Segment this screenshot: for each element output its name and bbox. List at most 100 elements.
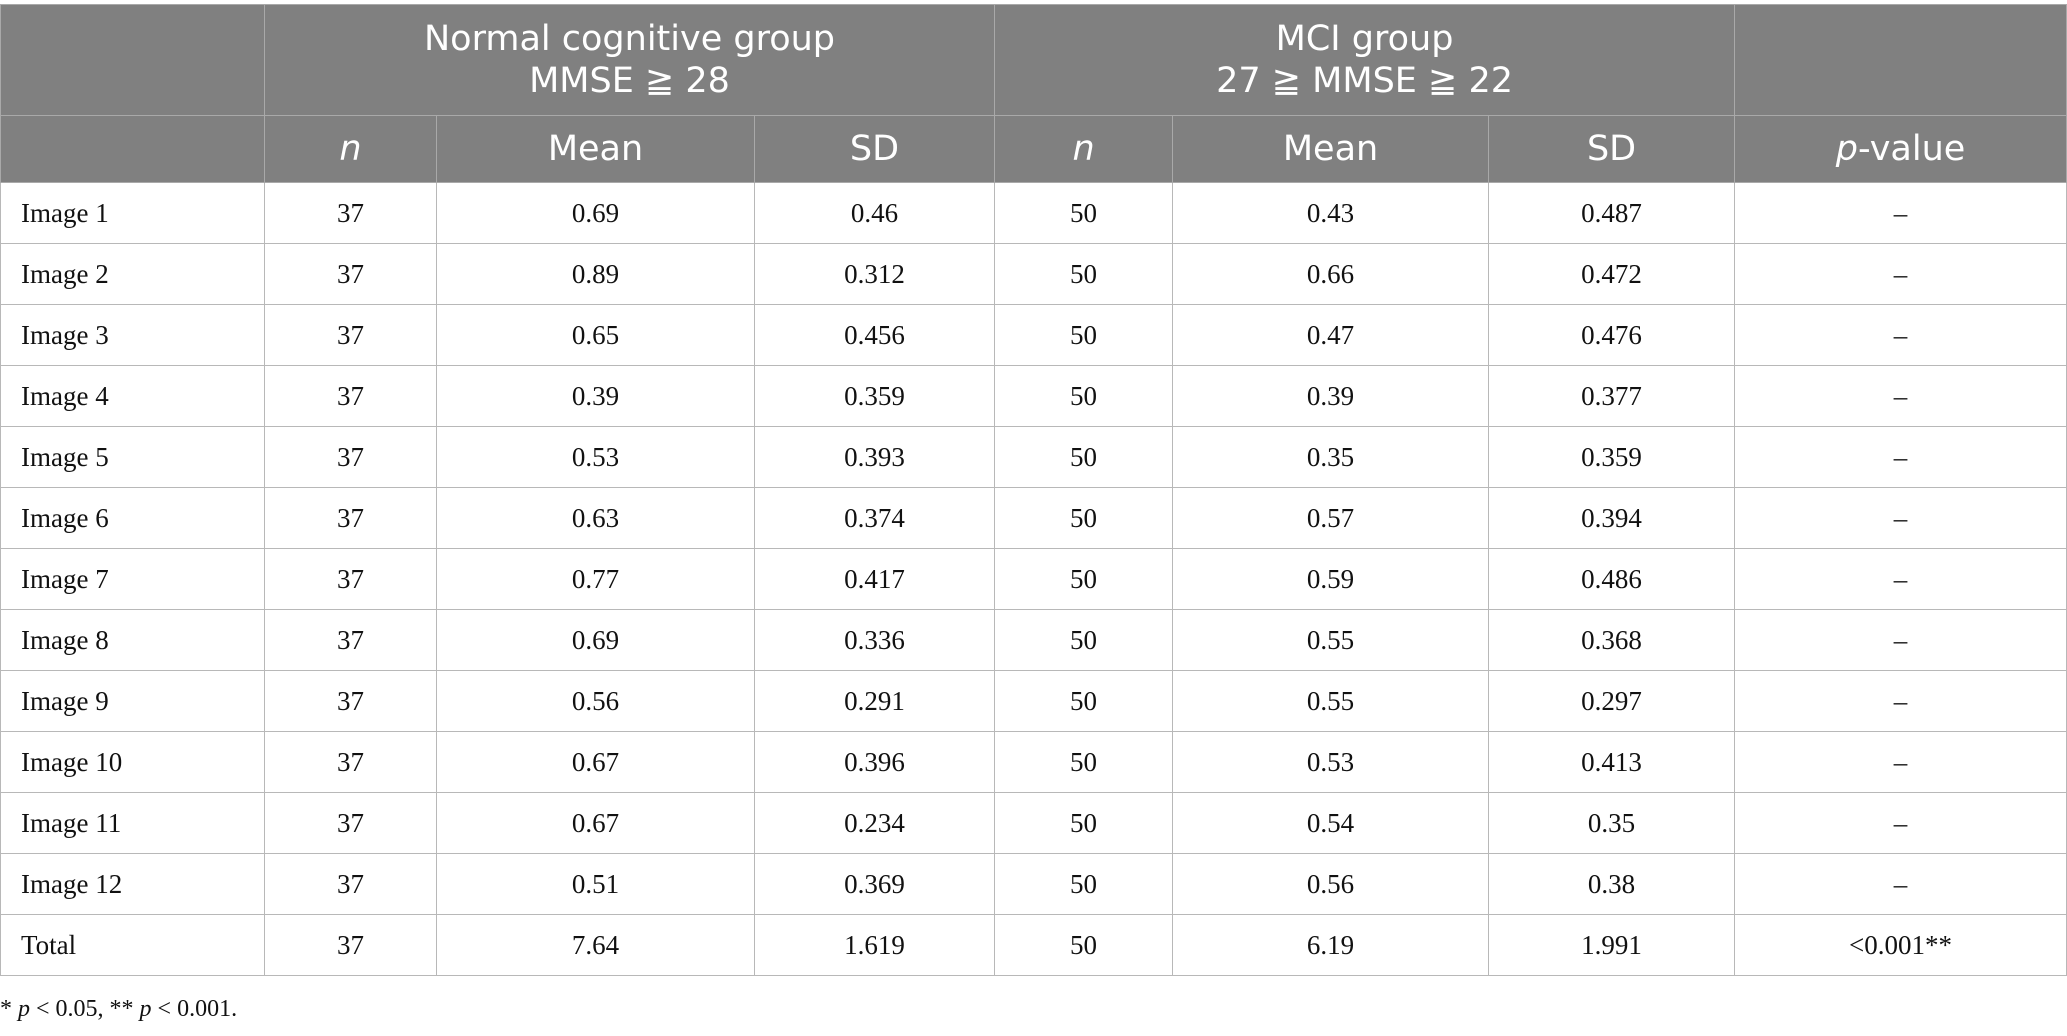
column-header-n-mci-text: n bbox=[1072, 129, 1095, 169]
table-row: Image 1 37 0.69 0.46 50 0.43 0.487– bbox=[0, 182, 2067, 244]
cell-sd-normal: 0.396 bbox=[753, 731, 996, 793]
cell-n-normal: 37 bbox=[264, 365, 437, 427]
cell-n-normal: 37 bbox=[264, 853, 437, 915]
cell-n-normal: 37 bbox=[264, 731, 437, 793]
cell-sd-mci: 0.413 bbox=[1488, 731, 1736, 793]
cell-mean-normal: 0.39 bbox=[436, 365, 755, 427]
cell-p-value: – bbox=[1734, 853, 2067, 915]
table-row: Image 7 37 0.77 0.417 50 0.59 0.486– bbox=[0, 548, 2067, 610]
cell-n-mci: 50 bbox=[994, 487, 1174, 549]
column-header-mean-mci: Mean bbox=[1172, 115, 1490, 183]
cell-sd-mci: 0.487 bbox=[1488, 182, 1736, 244]
cell-mean-normal: 0.53 bbox=[436, 426, 755, 488]
cell-n-normal: 37 bbox=[264, 548, 437, 610]
group-header-mci-criteria: 27 ≧ MMSE ≧ 22 bbox=[1216, 61, 1514, 101]
cell-sd-normal: 0.234 bbox=[753, 792, 996, 854]
column-header-mean-mci-text: Mean bbox=[1282, 129, 1379, 169]
column-header-n-mci: n bbox=[994, 115, 1174, 183]
column-header-n-normal-text: n bbox=[339, 129, 362, 169]
cell-sd-normal: 1.619 bbox=[753, 914, 996, 976]
cell-mean-mci: 0.56 bbox=[1172, 853, 1490, 915]
cell-p-value: – bbox=[1734, 182, 2067, 244]
table-row: Image 11 37 0.67 0.234 50 0.54 0.35– bbox=[0, 792, 2067, 854]
cell-mean-mci: 6.19 bbox=[1172, 914, 1490, 976]
column-header-p-italic: p bbox=[1835, 129, 1858, 169]
cell-mean-mci: 0.54 bbox=[1172, 792, 1490, 854]
cell-mean-mci: 0.53 bbox=[1172, 731, 1490, 793]
cell-p-value: – bbox=[1734, 792, 2067, 854]
cell-row-label: Image 8 bbox=[0, 609, 265, 671]
cell-p-value: – bbox=[1734, 731, 2067, 793]
footnote-text2: < 0.001. bbox=[151, 996, 238, 1022]
column-header-n-normal: n bbox=[264, 115, 437, 183]
cell-mean-mci: 0.55 bbox=[1172, 609, 1490, 671]
cell-n-normal: 37 bbox=[264, 304, 437, 366]
cell-sd-mci: 0.476 bbox=[1488, 304, 1736, 366]
column-header-sd-mci-text: SD bbox=[1586, 129, 1637, 169]
cell-sd-normal: 0.369 bbox=[753, 853, 996, 915]
cell-row-label: Image 2 bbox=[0, 243, 265, 305]
cell-mean-mci: 0.47 bbox=[1172, 304, 1490, 366]
cell-mean-mci: 0.57 bbox=[1172, 487, 1490, 549]
table-footnote: * p < 0.05, ** p < 0.001. bbox=[0, 996, 237, 1023]
table-row: Image 9 37 0.56 0.291 50 0.55 0.297– bbox=[0, 670, 2067, 732]
cell-sd-mci: 0.297 bbox=[1488, 670, 1736, 732]
column-header-row: n Mean SD n Mean SD p-value bbox=[0, 115, 2067, 183]
group-header-mci: MCI group 27 ≧ MMSE ≧ 22 bbox=[994, 4, 1736, 116]
table-row: Image 3 37 0.65 0.456 50 0.47 0.476– bbox=[0, 304, 2067, 366]
cell-n-mci: 50 bbox=[994, 548, 1174, 610]
cell-mean-normal: 0.65 bbox=[436, 304, 755, 366]
table-row: Image 5 37 0.53 0.393 50 0.35 0.359– bbox=[0, 426, 2067, 488]
cell-p-value: – bbox=[1734, 365, 2067, 427]
cell-sd-mci: 0.35 bbox=[1488, 792, 1736, 854]
group-header-mci-title: MCI group bbox=[1275, 19, 1454, 59]
column-header-p-suffix: -value bbox=[1858, 129, 1966, 169]
group-header-empty-left bbox=[0, 4, 265, 116]
column-header-sd-normal: SD bbox=[753, 115, 996, 183]
cell-sd-mci: 0.394 bbox=[1488, 487, 1736, 549]
cell-n-mci: 50 bbox=[994, 792, 1174, 854]
cell-sd-mci: 0.472 bbox=[1488, 243, 1736, 305]
cell-sd-normal: 0.456 bbox=[753, 304, 996, 366]
column-header-p-value: p-value bbox=[1734, 115, 2067, 183]
cell-n-mci: 50 bbox=[994, 426, 1174, 488]
cell-mean-mci: 0.55 bbox=[1172, 670, 1490, 732]
group-header-normal-title: Normal cognitive group bbox=[424, 19, 836, 59]
cell-row-label: Image 9 bbox=[0, 670, 265, 732]
cell-mean-normal: 0.89 bbox=[436, 243, 755, 305]
column-header-sd-normal-text: SD bbox=[849, 129, 900, 169]
cell-n-normal: 37 bbox=[264, 487, 437, 549]
cell-mean-normal: 0.63 bbox=[436, 487, 755, 549]
cell-n-normal: 37 bbox=[264, 182, 437, 244]
column-header-mean-normal-text: Mean bbox=[547, 129, 644, 169]
cell-n-mci: 50 bbox=[994, 304, 1174, 366]
column-header-mean-normal: Mean bbox=[436, 115, 755, 183]
cell-p-value: – bbox=[1734, 426, 2067, 488]
cell-sd-normal: 0.312 bbox=[753, 243, 996, 305]
cell-mean-mci: 0.59 bbox=[1172, 548, 1490, 610]
cell-mean-normal: 0.69 bbox=[436, 609, 755, 671]
cell-mean-normal: 0.56 bbox=[436, 670, 755, 732]
cell-row-label: Image 7 bbox=[0, 548, 265, 610]
cell-p-value: – bbox=[1734, 609, 2067, 671]
table-row: Image 4 37 0.39 0.359 50 0.39 0.377– bbox=[0, 365, 2067, 427]
cell-sd-normal: 0.336 bbox=[753, 609, 996, 671]
cell-n-mci: 50 bbox=[994, 853, 1174, 915]
cell-row-label: Total bbox=[0, 914, 265, 976]
cell-row-label: Image 1 bbox=[0, 182, 265, 244]
cell-sd-normal: 0.417 bbox=[753, 548, 996, 610]
footnote-text1: < 0.05, ** bbox=[30, 996, 140, 1022]
group-header-normal-criteria: MMSE ≧ 28 bbox=[529, 61, 730, 101]
cell-mean-normal: 0.69 bbox=[436, 182, 755, 244]
cell-row-label: Image 5 bbox=[0, 426, 265, 488]
group-header-row: Normal cognitive group MMSE ≧ 28 MCI gro… bbox=[0, 4, 2067, 116]
cell-sd-normal: 0.359 bbox=[753, 365, 996, 427]
cell-n-normal: 37 bbox=[264, 243, 437, 305]
footnote-star1: * bbox=[0, 996, 18, 1022]
cell-n-mci: 50 bbox=[994, 182, 1174, 244]
table-row: Image 8 37 0.69 0.336 50 0.55 0.368– bbox=[0, 609, 2067, 671]
cell-mean-normal: 7.64 bbox=[436, 914, 755, 976]
footnote-p2: p bbox=[139, 996, 152, 1022]
cell-sd-mci: 0.38 bbox=[1488, 853, 1736, 915]
cell-sd-normal: 0.291 bbox=[753, 670, 996, 732]
